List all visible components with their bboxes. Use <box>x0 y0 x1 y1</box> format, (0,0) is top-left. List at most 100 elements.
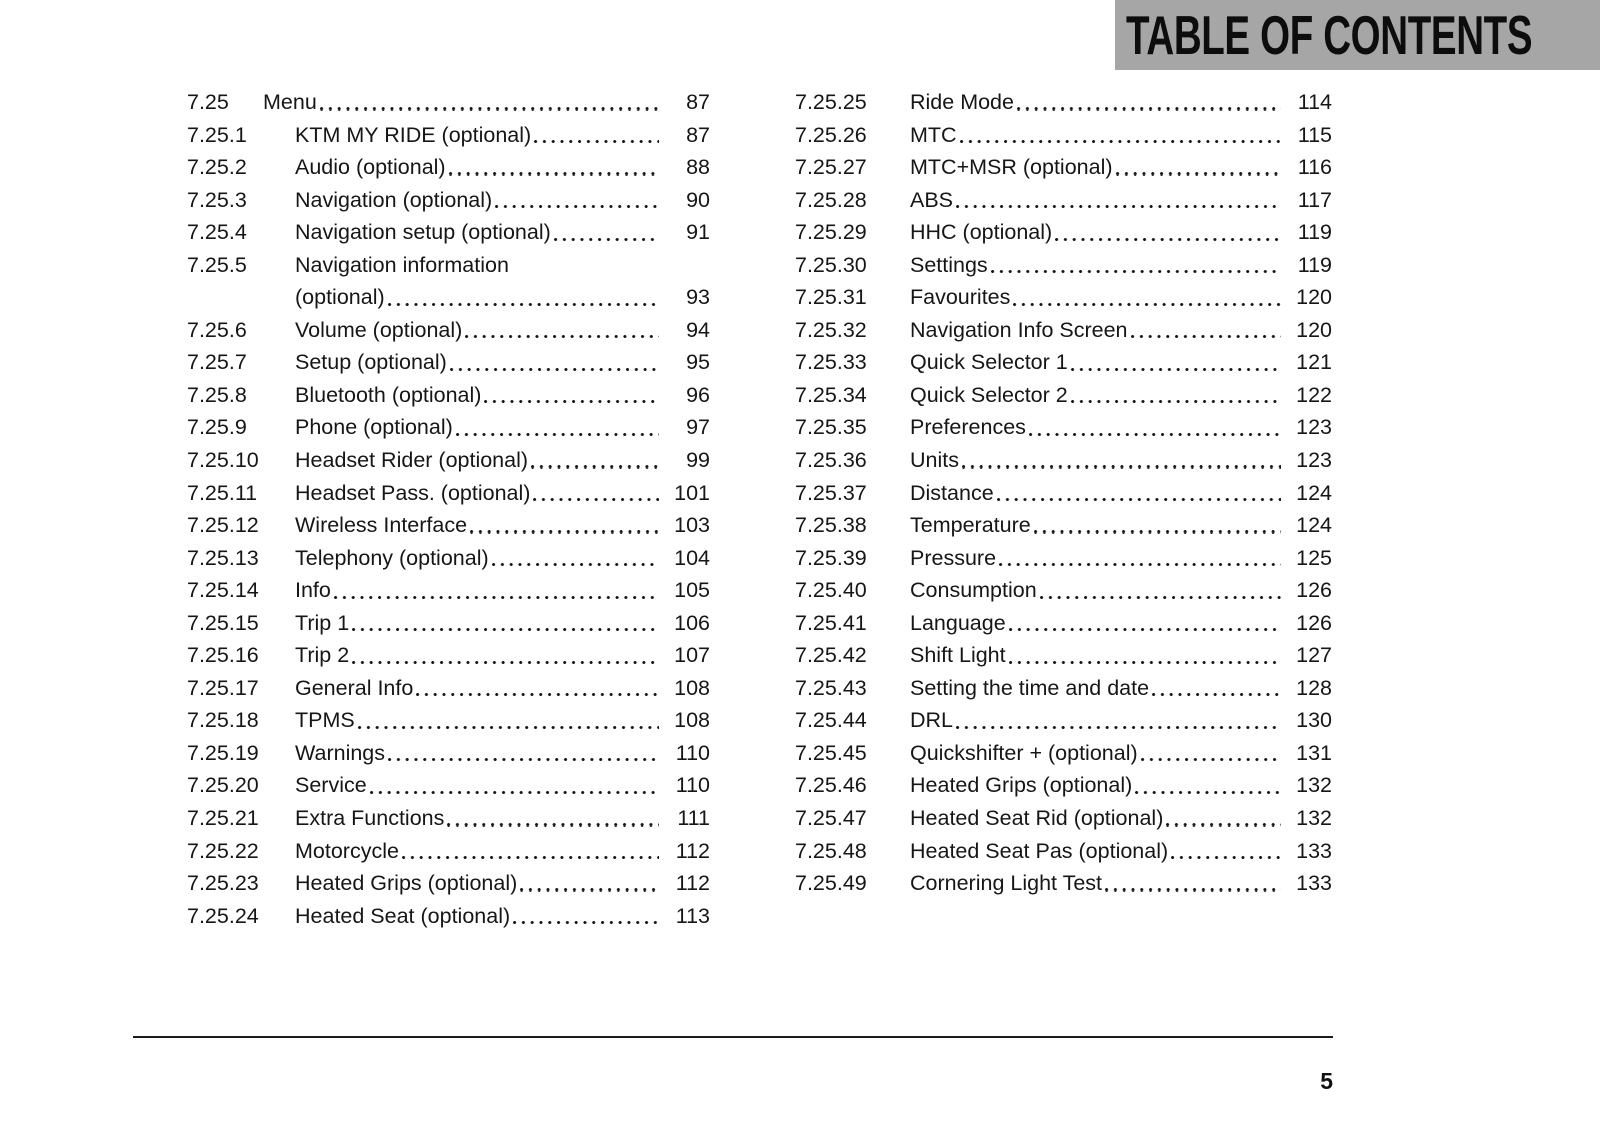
dot-leader <box>1135 790 1281 795</box>
toc-entry-title: KTM MY RIDE (optional) <box>295 122 532 147</box>
toc-entry-page: 125 <box>1296 545 1332 570</box>
toc-entry-title: Pressure <box>910 545 997 570</box>
toc-entry: 7.25.37 Distance 124 <box>795 477 1332 510</box>
toc-entry-page: 93 <box>686 285 710 310</box>
toc-entry-number: 7.25.37 <box>795 480 867 505</box>
dot-leader <box>1055 237 1281 241</box>
toc-entry: 7.25.35 Preferences 123 <box>795 411 1332 444</box>
toc-entry-title: HHC (optional) <box>910 220 1053 245</box>
toc-entry-number: 7.25.12 <box>187 513 259 538</box>
dot-leader <box>484 400 659 404</box>
toc-entry-page: 127 <box>1296 643 1332 668</box>
dot-leader <box>1016 107 1281 111</box>
toc-entry: 7.25.8 Bluetooth (optional) 96 <box>187 379 710 412</box>
toc-entry-number: 7.25.7 <box>187 350 247 375</box>
dot-leader <box>959 139 1281 144</box>
toc-entry-title: Volume (optional) <box>295 317 463 342</box>
dot-leader <box>513 921 659 925</box>
toc-entry-number: 7.25.27 <box>795 155 867 180</box>
toc-entry-page: 103 <box>674 513 710 538</box>
dot-leader <box>357 725 659 729</box>
toc-entry-page: 96 <box>686 382 710 407</box>
toc-entry-number: 7.25.47 <box>795 806 867 831</box>
toc-entry-page: 111 <box>677 806 710 831</box>
toc-entry-page: 132 <box>1296 806 1332 831</box>
toc-entry-number: 7.25.14 <box>187 578 259 603</box>
toc-entry: 7.25.38 Temperature 124 <box>795 509 1332 542</box>
toc-entry-number: 7.25.8 <box>187 382 247 407</box>
toc-entry-title: Phone (optional) <box>295 415 453 440</box>
toc-entry-number: 7.25.3 <box>187 187 247 212</box>
toc-entry-page: 123 <box>1296 415 1332 440</box>
toc-entry-title: Setup (optional) <box>295 350 447 375</box>
dot-leader <box>553 237 659 241</box>
dot-leader <box>1070 400 1281 404</box>
toc-entry-page: 101 <box>674 480 710 505</box>
toc-entry-number: 7.25.41 <box>795 610 867 635</box>
toc-entry-page: 130 <box>1296 708 1332 733</box>
toc-entry: 7.25.16 Trip 2 107 <box>187 639 710 672</box>
toc-entry-title: Heated Grips (optional) <box>295 871 518 896</box>
toc-entry: 7.25.7 Setup (optional) 95 <box>187 346 710 379</box>
toc-entry-page: 107 <box>674 643 710 668</box>
dot-leader <box>1166 823 1281 827</box>
toc-entry-title: Heated Grips (optional) <box>910 773 1133 798</box>
toc-entry-number: 7.25.32 <box>795 317 867 342</box>
dot-leader <box>1013 302 1281 306</box>
toc-entry-title: Quickshifter + (optional) <box>910 740 1138 765</box>
dot-leader <box>319 107 659 111</box>
toc-entry-page: 104 <box>674 545 710 570</box>
toc-entry-page: 87 <box>686 122 710 147</box>
toc-entry-page: 128 <box>1296 675 1332 700</box>
toc-entry-title: Consumption <box>910 578 1037 603</box>
toc-entry-page: 115 <box>1297 122 1332 147</box>
dot-leader <box>1028 432 1281 437</box>
toc-entry: 7.25.26 MTC 115 <box>795 119 1332 152</box>
dot-leader <box>1033 530 1281 534</box>
toc-entry-page: 133 <box>1296 838 1332 863</box>
toc-entry: 7.25.29 HHC (optional) 119 <box>795 216 1332 249</box>
toc-entry-number: 7.25.36 <box>795 448 867 473</box>
dot-leader <box>1115 172 1281 176</box>
dot-leader <box>491 563 659 567</box>
toc-entry: 7.25.34 Quick Selector 2 122 <box>795 379 1332 412</box>
toc-entry-title: Heated Seat Rid (optional) <box>910 806 1164 831</box>
dot-leader <box>455 432 659 437</box>
toc-entry-number: 7.25 <box>187 90 229 114</box>
toc-entry-title: Navigation information <box>295 252 509 277</box>
toc-entry-page: 120 <box>1296 317 1332 342</box>
toc-entry: 7.25.10 Headset Rider (optional) 99 <box>187 444 710 477</box>
toc-entry-page: 121 <box>1296 350 1332 375</box>
toc-entry-page: 124 <box>1296 480 1332 505</box>
toc-column-right: 7.25.25 Ride Mode 114 7.25.26 MTC 115 7.25.27 M… <box>795 86 1332 900</box>
toc-entry: 7.25.42 Shift Light 127 <box>795 639 1332 672</box>
toc-entry-page: 119 <box>1297 220 1332 245</box>
toc-entry-number: 7.25.39 <box>795 545 867 570</box>
dot-leader <box>1152 693 1281 697</box>
toc-entry-title: Distance <box>910 480 994 505</box>
toc-entry-number: 7.25.45 <box>795 740 867 765</box>
dot-leader <box>990 270 1281 274</box>
dot-leader <box>956 205 1281 209</box>
toc-entry: 7.25.27 MTC+MSR (optional) 116 <box>795 151 1332 184</box>
dot-leader <box>401 855 659 860</box>
toc-entry-page: 122 <box>1296 382 1332 407</box>
toc-entry-title: Language <box>910 610 1006 635</box>
dot-leader <box>961 465 1281 469</box>
toc-entry: 7.25.31 Favourites 120 <box>795 281 1332 314</box>
toc-entry: 7.25.11 Headset Pass. (optional) 101 <box>187 477 710 510</box>
dot-leader <box>956 725 1281 729</box>
toc-entry-number: 7.25.29 <box>795 220 867 245</box>
toc-entry-title: Motorcycle <box>295 838 399 863</box>
toc-entry-page: 112 <box>675 871 710 896</box>
toc-entry-number: 7.25.48 <box>795 838 867 863</box>
toc-entry-number: 7.25.24 <box>187 903 259 928</box>
toc-entry: 7.25.23 Heated Grips (optional) 112 <box>187 867 710 900</box>
dot-leader <box>465 335 659 339</box>
toc-entry-number: 7.25.5 <box>187 252 247 277</box>
dot-leader <box>448 172 659 176</box>
toc-entry-title: Audio (optional) <box>295 155 446 180</box>
toc-entry-page: 126 <box>1296 578 1332 603</box>
toc-entry-page: 87 <box>686 90 710 114</box>
dot-leader <box>447 823 659 827</box>
